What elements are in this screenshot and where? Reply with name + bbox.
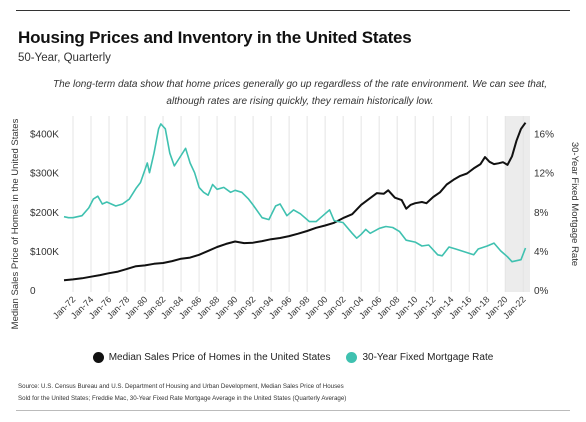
chart-annotation: The long-term data show that home prices…: [40, 76, 560, 110]
annotation-line-1: The long-term data show that home prices…: [53, 79, 547, 90]
y-left-axis-title: Median Sales Price of Homes in the Unite…: [10, 118, 21, 329]
y-left-tick-label: 0: [30, 286, 36, 297]
annotation-line-2: although rates are rising quickly, they …: [166, 96, 434, 107]
bottom-rule: [16, 410, 570, 411]
y-right-tick-label: 8%: [534, 208, 549, 219]
source-line-2: Sold for the United States; Freddie Mac,…: [18, 395, 347, 402]
legend-label-rate: 30-Year Fixed Mortgage Rate: [362, 352, 494, 363]
y-right-tick-label: 4%: [534, 247, 549, 258]
shaded-region: [505, 116, 530, 292]
chart-title: Housing Prices and Inventory in the Unit…: [18, 28, 412, 47]
chart-subtitle: 50-Year, Quarterly: [18, 52, 111, 64]
source-line-1: Source: U.S. Census Bureau and U.S. Depa…: [18, 383, 344, 390]
y-left-tick-label: $300K: [30, 169, 59, 180]
series-line-rate: [63, 123, 527, 263]
y-right-tick-label: 12%: [534, 169, 554, 180]
legend-item-price: Median Sales Price of Homes in the Unite…: [92, 352, 331, 363]
legend-marker-rate: [346, 352, 358, 363]
series-line-price: [63, 122, 527, 282]
line-chart: Jan-72Jan-74Jan-76Jan-78Jan-80Jan-82Jan-…: [10, 116, 580, 329]
top-rule: [16, 10, 570, 11]
y-right-axis-title: 30-Year Fixed Mortgage Rate: [569, 142, 580, 266]
legend-item-rate: 30-Year Fixed Mortgage Rate: [346, 352, 493, 363]
chart-legend: Median Sales Price of Homes in the Unite…: [0, 352, 586, 363]
y-right-tick-label: 0%: [534, 286, 549, 297]
source-note: Source: U.S. Census Bureau and U.S. Depa…: [18, 381, 346, 405]
y-left-tick-label: $400K: [30, 130, 59, 141]
y-left-tick-label: $200K: [30, 208, 59, 219]
legend-marker-price: [92, 352, 104, 363]
y-right-tick-label: 16%: [534, 130, 554, 141]
y-left-tick-label: $100K: [30, 247, 59, 258]
legend-label-price: Median Sales Price of Homes in the Unite…: [108, 352, 331, 363]
